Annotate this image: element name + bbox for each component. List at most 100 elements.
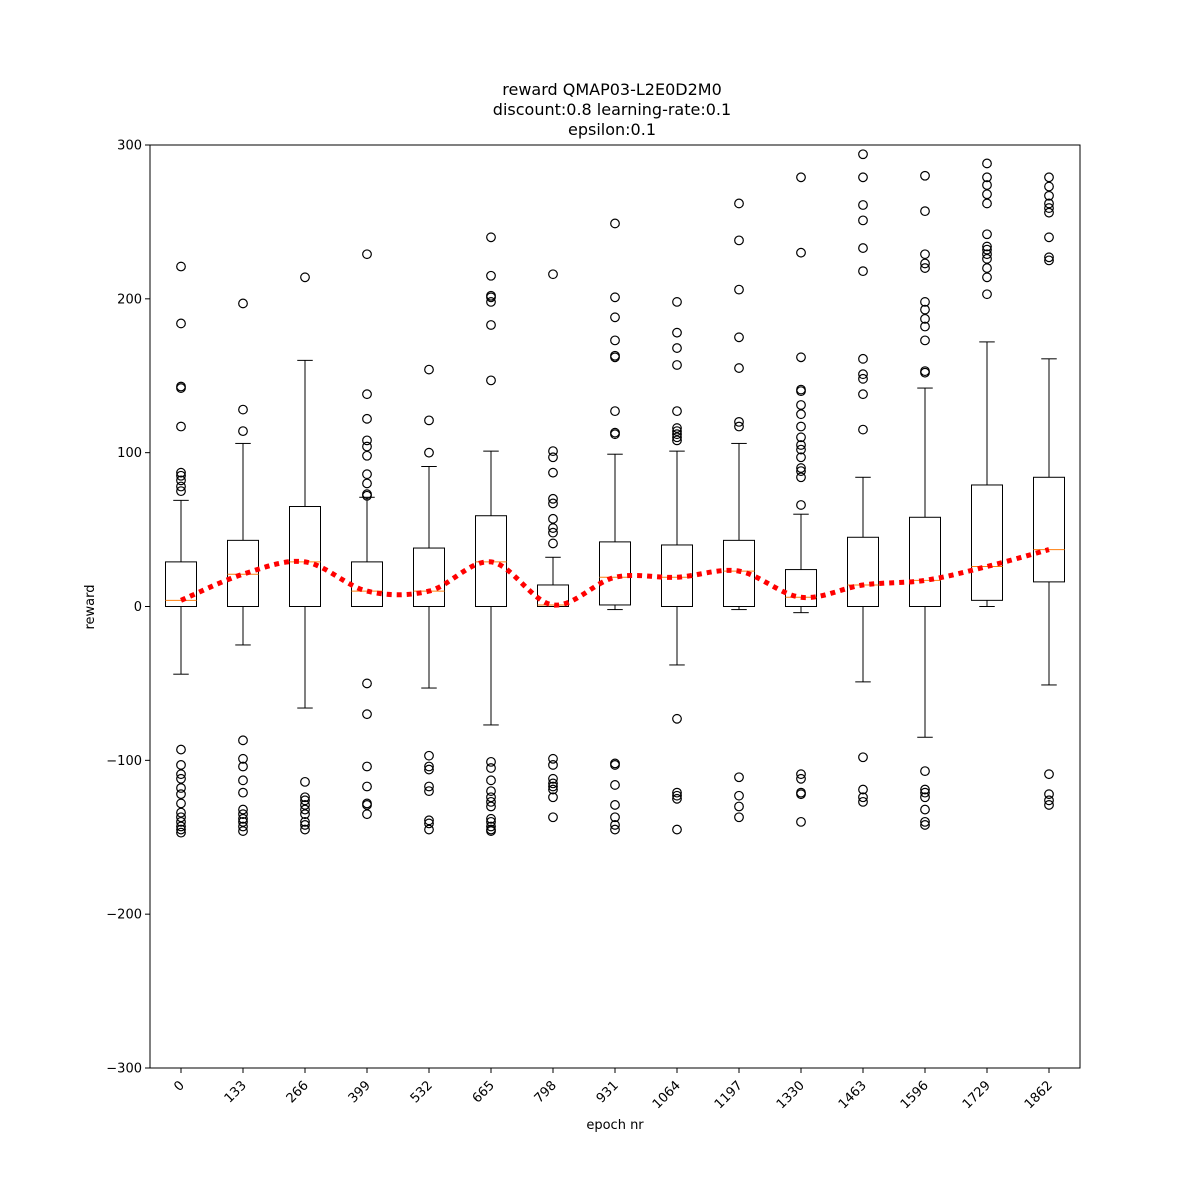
x-tick-label: 798	[532, 1078, 560, 1106]
box-532	[413, 364, 445, 835]
box-body	[785, 569, 817, 608]
outlier-point	[424, 447, 434, 458]
outlier-point	[982, 241, 992, 252]
box-body	[165, 561, 197, 607]
outlier-point	[362, 469, 372, 480]
outlier-point	[796, 172, 806, 183]
outlier-point	[176, 486, 186, 497]
box-1064	[661, 297, 693, 835]
outlier-point	[672, 790, 682, 801]
outlier-point	[858, 796, 868, 807]
outlier-point	[734, 235, 744, 246]
y-tick-label: −300	[106, 1062, 142, 1077]
outlier-point	[672, 426, 682, 437]
outlier-point	[176, 760, 186, 770]
outlier-point	[486, 801, 496, 812]
outlier-point	[176, 481, 186, 492]
outlier-point	[796, 247, 806, 258]
box-399	[351, 249, 383, 820]
outlier-point	[548, 523, 558, 533]
outlier-point	[734, 363, 744, 373]
outlier-point	[176, 821, 186, 832]
box-body	[909, 516, 941, 608]
outlier-point	[362, 678, 372, 689]
outlier-point	[362, 389, 372, 400]
outlier-point	[300, 824, 310, 835]
outlier-point	[486, 756, 496, 767]
y-axis: −300 −200 −100 0 100 200 300	[106, 139, 150, 1077]
outlier-point	[176, 467, 186, 478]
outlier-point	[548, 513, 558, 524]
outlier-point	[672, 432, 682, 443]
outlier-point	[362, 435, 372, 446]
outlier-point	[920, 792, 930, 803]
outlier-point	[796, 769, 806, 780]
outlier-point	[858, 389, 868, 400]
outlier-point	[486, 375, 496, 386]
outlier-point	[610, 824, 620, 835]
box-665	[475, 232, 507, 836]
outlier-point	[176, 421, 186, 432]
outlier-point	[486, 813, 496, 824]
x-tick-label: 266	[284, 1078, 312, 1106]
outlier-point	[548, 778, 558, 789]
box-1862	[1033, 172, 1065, 810]
outlier-point	[982, 198, 992, 209]
outlier-point	[1044, 190, 1054, 201]
title-line-2: discount:0.8 learning-rate:0.1	[493, 100, 731, 119]
x-tick-label: 1596	[898, 1078, 932, 1112]
outlier-point	[176, 318, 186, 329]
outlier-point	[238, 761, 248, 772]
outlier-point	[486, 270, 496, 281]
x-tick-label: 931	[594, 1078, 622, 1106]
outlier-point	[238, 735, 248, 746]
x-tick-label: 1330	[774, 1078, 808, 1112]
outlier-point	[176, 773, 186, 784]
outlier-point	[672, 787, 682, 798]
outlier-point	[548, 493, 558, 504]
box-133	[227, 298, 259, 836]
outlier-point	[176, 807, 186, 818]
y-tick-label: 100	[117, 446, 142, 461]
outlier-point	[982, 289, 992, 300]
outlier-point	[486, 232, 496, 243]
box-body	[351, 561, 383, 607]
outlier-point	[796, 789, 806, 800]
outlier-point	[300, 809, 310, 820]
outlier-point	[796, 472, 806, 483]
outlier-point	[548, 760, 558, 770]
outlier-point	[672, 406, 682, 417]
outlier-point	[424, 364, 434, 375]
outlier-point	[858, 353, 868, 364]
y-tick-label: −200	[106, 908, 142, 923]
box-1197	[723, 198, 755, 823]
outlier-point	[486, 320, 496, 330]
outlier-point	[858, 752, 868, 763]
outlier-point	[486, 292, 496, 303]
chart-title: reward QMAP03-L2E0D2M0 discount:0.8 lear…	[493, 80, 731, 139]
plot-area	[165, 149, 1065, 838]
outlier-point	[672, 824, 682, 835]
outlier-point	[176, 816, 186, 827]
trend-line	[180, 547, 1050, 608]
outlier-point	[176, 261, 186, 272]
outlier-point	[486, 796, 496, 807]
outlier-point	[796, 444, 806, 455]
outlier-point	[362, 450, 372, 461]
outlier-point	[424, 761, 434, 772]
outlier-point	[858, 149, 868, 160]
outlier-point	[176, 470, 186, 481]
outlier-point	[238, 821, 248, 832]
outlier-point	[362, 441, 372, 452]
outlier-point	[176, 475, 186, 486]
outlier-point	[548, 498, 558, 509]
outlier-point	[1044, 172, 1054, 183]
outlier-point	[796, 421, 806, 432]
outlier-point	[362, 413, 372, 424]
x-tick-label: 399	[346, 1078, 374, 1106]
outlier-point	[424, 815, 434, 826]
box-body	[227, 539, 259, 608]
outlier-point	[362, 809, 372, 820]
outlier-point	[300, 272, 310, 283]
outlier-point	[300, 816, 310, 827]
